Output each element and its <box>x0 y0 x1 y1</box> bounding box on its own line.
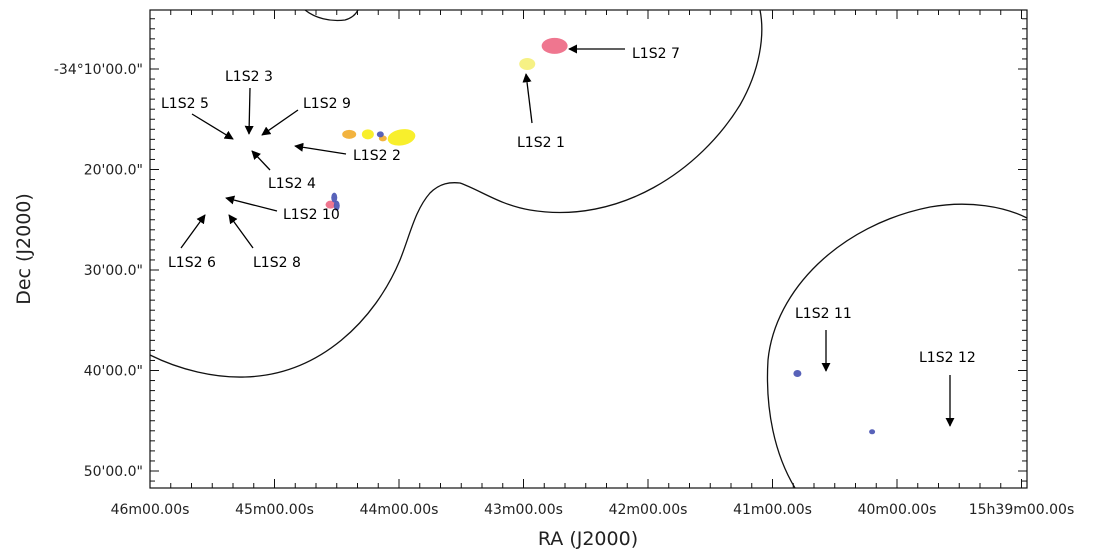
x-tick-label: 42m00.00s <box>609 502 688 518</box>
y-tick-label: -34°10'00.0" <box>54 62 143 78</box>
arrow-l1s2-5 <box>191 113 234 140</box>
y-tick-label: 30'00.0" <box>84 263 143 279</box>
y-axis-title: Dec (J2000) <box>13 193 35 305</box>
label-l1s2-3: L1S2 3 <box>225 69 273 85</box>
source-l1s2-9 <box>376 131 384 138</box>
arrow-l1s2-6 <box>180 214 206 249</box>
label-l1s2-11: L1S2 11 <box>795 306 852 322</box>
source-l1s2-7 <box>541 37 568 54</box>
source-l1s2-8 <box>333 200 340 211</box>
label-l1s2-1: L1S2 1 <box>517 135 565 151</box>
arrow-l1s2-9 <box>261 109 299 136</box>
source-marks <box>325 37 876 435</box>
source-l1s2-12 <box>869 429 876 435</box>
x-tick-label: 45m00.00s <box>235 502 314 518</box>
x-tick-label: 46m00.00s <box>111 502 190 518</box>
arrow-l1s2-2 <box>294 142 347 155</box>
y-tick-label: 50'00.0" <box>84 464 143 480</box>
source-l1s2-1 <box>519 57 536 70</box>
source-l1s2-2 <box>387 129 416 146</box>
x-tick-label: 15h39m00.00s <box>969 502 1075 518</box>
source-l1s2-6 <box>325 200 336 209</box>
arrow-l1s2-1 <box>522 73 533 124</box>
source-l1s2-10 <box>331 192 338 203</box>
source-l1s2-3 <box>361 129 374 140</box>
source-labels: L1S2 7 L1S2 1 L1S2 3 L1S2 9 L1S2 5 L1S2 2 L1S2… <box>161 46 976 366</box>
coverage-contour <box>766 203 1027 488</box>
source-l1s2-5 <box>342 129 357 139</box>
label-l1s2-5: L1S2 5 <box>161 96 209 112</box>
coverage-contour <box>304 10 359 22</box>
coverage-contours <box>150 10 1027 488</box>
x-tick-label: 44m00.00s <box>360 502 439 518</box>
plot-frame <box>149 9 1028 489</box>
x-tick-label: 40m00.00s <box>858 502 937 518</box>
y-tick-labels: -34°10'00.0" 20'00.0" 30'00.0" 40'00.0" 50'0… <box>54 62 143 480</box>
y-tick-label: 20'00.0" <box>84 163 143 179</box>
coverage-contour <box>150 10 763 378</box>
x-tick-labels: 46m00.00s 45m00.00s 44m00.00s 43m00.00s 42m0… <box>111 502 1075 518</box>
x-tick-label: 43m00.00s <box>484 502 563 518</box>
label-l1s2-10: L1S2 10 <box>283 207 340 223</box>
label-l1s2-2: L1S2 2 <box>353 148 401 164</box>
arrow-l1s2-4 <box>251 150 271 171</box>
arrow-l1s2-8 <box>228 214 254 249</box>
y-tick-label: 40'00.0" <box>84 364 143 380</box>
label-l1s2-8: L1S2 8 <box>253 255 301 271</box>
arrow-l1s2-10 <box>225 195 278 212</box>
label-l1s2-4: L1S2 4 <box>268 176 316 192</box>
source-arrows <box>180 44 955 427</box>
x-tick-label: 41m00.00s <box>733 502 812 518</box>
label-l1s2-7: L1S2 7 <box>632 46 680 62</box>
label-l1s2-9: L1S2 9 <box>303 96 351 112</box>
x-axis-title: RA (J2000) <box>538 528 638 549</box>
source-l1s2-11 <box>793 370 802 378</box>
label-l1s2-6: L1S2 6 <box>168 255 216 271</box>
axis-ticks <box>149 10 1027 488</box>
label-l1s2-12: L1S2 12 <box>919 350 976 366</box>
arrow-l1s2-3 <box>244 87 254 135</box>
